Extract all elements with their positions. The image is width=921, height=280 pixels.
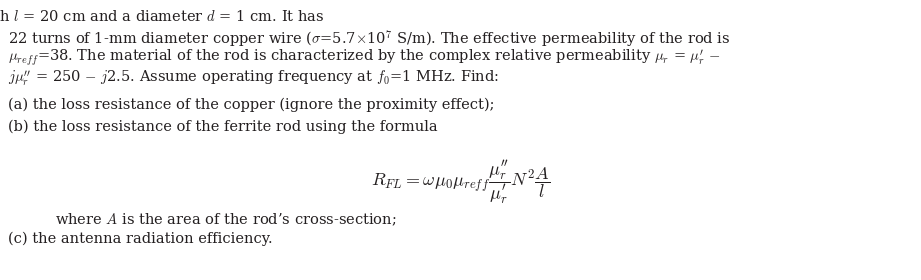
Text: 22 turns of 1-mm diameter copper wire ($\sigma$=5.7$\times$10$^7$ S/m). The effe: 22 turns of 1-mm diameter copper wire ($… — [8, 28, 730, 49]
Text: $j\mu^{\prime\prime}_r$ = 250 $-$ $j$2.5. Assume operating frequency at $f_0$=1 : $j\mu^{\prime\prime}_r$ = 250 $-$ $j$2.5… — [8, 68, 499, 88]
Text: (a) the loss resistance of the copper (ignore the proximity effect);: (a) the loss resistance of the copper (i… — [8, 98, 495, 112]
Text: The ferrite-core of a loop antenna has length $l$ = 20 cm and a diameter $d$ = 1: The ferrite-core of a loop antenna has l… — [0, 8, 325, 26]
Text: $\mu_{reff}$=38. The material of the rod is characterized by the complex relativ: $\mu_{reff}$=38. The material of the rod… — [8, 48, 721, 68]
Text: where $A$ is the area of the rod’s cross-section;: where $A$ is the area of the rod’s cross… — [55, 212, 397, 228]
Text: $R_{FL} = \omega\mu_0\mu_{reff}\dfrac{\mu^{\prime\prime}_r}{\mu^{\prime}_r}N^2\d: $R_{FL} = \omega\mu_0\mu_{reff}\dfrac{\m… — [371, 158, 551, 206]
Text: (c) the antenna radiation efficiency.: (c) the antenna radiation efficiency. — [8, 232, 273, 246]
Text: (b) the loss resistance of the ferrite rod using the formula: (b) the loss resistance of the ferrite r… — [8, 120, 437, 134]
